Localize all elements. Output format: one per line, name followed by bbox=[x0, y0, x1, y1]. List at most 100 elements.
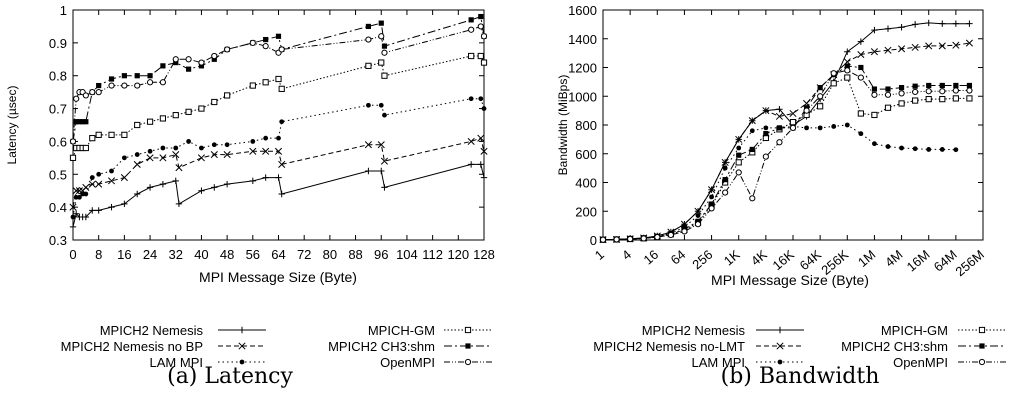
data-point bbox=[871, 111, 878, 119]
data-point bbox=[477, 161, 484, 168]
x-axis-label: MPI Message Size (Byte) bbox=[199, 269, 357, 285]
data-point bbox=[775, 112, 783, 120]
data-point bbox=[121, 82, 128, 89]
data-point bbox=[172, 177, 179, 185]
legend-label: MPICH-GM bbox=[881, 323, 948, 338]
data-point bbox=[249, 177, 257, 185]
data-point bbox=[926, 82, 932, 89]
data-point bbox=[364, 141, 372, 149]
data-point bbox=[83, 191, 89, 197]
data-point bbox=[378, 102, 384, 108]
x-tick-label: 256 bbox=[689, 247, 715, 272]
y-tick-label: 600 bbox=[575, 147, 597, 162]
data-point bbox=[172, 56, 179, 63]
data-point bbox=[763, 131, 769, 137]
legend-label: LAM MPI bbox=[150, 355, 203, 370]
legend-marker bbox=[238, 342, 246, 350]
data-point bbox=[198, 187, 205, 194]
data-point bbox=[95, 89, 102, 96]
x-tick-label: 56 bbox=[246, 247, 260, 262]
data-point bbox=[925, 19, 932, 27]
data-point bbox=[147, 148, 153, 154]
data-point bbox=[211, 184, 218, 191]
x-tick-label: 8 bbox=[95, 247, 102, 262]
data-point bbox=[885, 144, 891, 149]
data-point bbox=[382, 112, 387, 118]
data-point bbox=[911, 43, 919, 51]
x-axis-label: MPI Message Size (Byte) bbox=[711, 272, 869, 288]
data-point bbox=[830, 80, 837, 87]
data-point bbox=[89, 207, 96, 214]
data-point bbox=[708, 186, 716, 194]
series-line bbox=[72, 137, 485, 208]
legend-marker bbox=[979, 343, 985, 349]
data-point bbox=[224, 142, 230, 148]
data-point bbox=[952, 87, 959, 94]
data-point bbox=[365, 167, 372, 175]
legend-label: MPICH2 Nemesis bbox=[642, 323, 746, 338]
x-tick-label: 24 bbox=[143, 247, 157, 262]
data-point bbox=[210, 151, 218, 159]
y-tick-label: 800 bbox=[575, 118, 597, 133]
data-point bbox=[120, 174, 128, 182]
data-point bbox=[817, 125, 823, 131]
data-point bbox=[146, 184, 154, 191]
data-point bbox=[708, 201, 715, 207]
data-point bbox=[939, 96, 946, 103]
y-tick-label: 0.8 bbox=[49, 69, 67, 84]
data-point bbox=[70, 214, 76, 220]
data-point bbox=[925, 96, 932, 103]
data-point bbox=[262, 43, 269, 50]
data-point bbox=[198, 63, 205, 69]
data-point bbox=[925, 42, 933, 50]
y-axis-label: Latency (µsec) bbox=[5, 86, 19, 165]
data-point bbox=[381, 72, 388, 79]
data-point bbox=[871, 91, 878, 98]
legend-label: MPICH2 CH3:shm bbox=[328, 339, 435, 354]
data-point bbox=[721, 158, 729, 166]
data-point bbox=[613, 236, 620, 243]
data-point bbox=[966, 87, 973, 94]
data-point bbox=[147, 73, 153, 79]
data-point bbox=[365, 23, 372, 30]
y-tick-label: 0.7 bbox=[49, 102, 67, 117]
data-point bbox=[262, 174, 269, 181]
data-point bbox=[89, 175, 95, 180]
data-point bbox=[667, 231, 674, 239]
data-point bbox=[925, 88, 932, 95]
data-point bbox=[467, 161, 475, 168]
data-point bbox=[365, 36, 372, 43]
y-tick-label: 200 bbox=[575, 204, 597, 219]
data-point bbox=[276, 135, 281, 141]
series-mpich2-nemesis bbox=[599, 19, 973, 243]
data-point bbox=[198, 105, 205, 112]
x-tick-label: 16M bbox=[904, 247, 933, 275]
data-point bbox=[478, 96, 484, 102]
data-point bbox=[640, 235, 647, 242]
data-point bbox=[377, 141, 385, 149]
data-point bbox=[249, 147, 257, 155]
data-point bbox=[95, 131, 102, 138]
x-tick-label: 16 bbox=[640, 247, 661, 268]
data-point bbox=[899, 145, 904, 151]
legend-label: MPICH2 CH3:shm bbox=[841, 339, 948, 354]
data-point bbox=[96, 82, 102, 89]
data-point bbox=[160, 145, 166, 151]
data-point bbox=[762, 153, 769, 160]
data-point bbox=[173, 145, 179, 151]
panel-caption: (b) Bandwidth bbox=[721, 364, 880, 389]
data-point bbox=[884, 91, 892, 98]
x-tick-label: 1 bbox=[592, 247, 607, 263]
data-point bbox=[82, 213, 90, 221]
series-mpich-gm bbox=[599, 74, 973, 243]
data-point bbox=[789, 109, 797, 118]
y-tick-label: 0.9 bbox=[49, 36, 67, 51]
data-point bbox=[939, 20, 946, 27]
data-point bbox=[275, 75, 282, 83]
data-point bbox=[831, 124, 837, 129]
data-point bbox=[199, 145, 204, 151]
data-point bbox=[708, 205, 715, 212]
legend-label: LAM MPI bbox=[692, 355, 745, 370]
data-point bbox=[95, 207, 102, 214]
